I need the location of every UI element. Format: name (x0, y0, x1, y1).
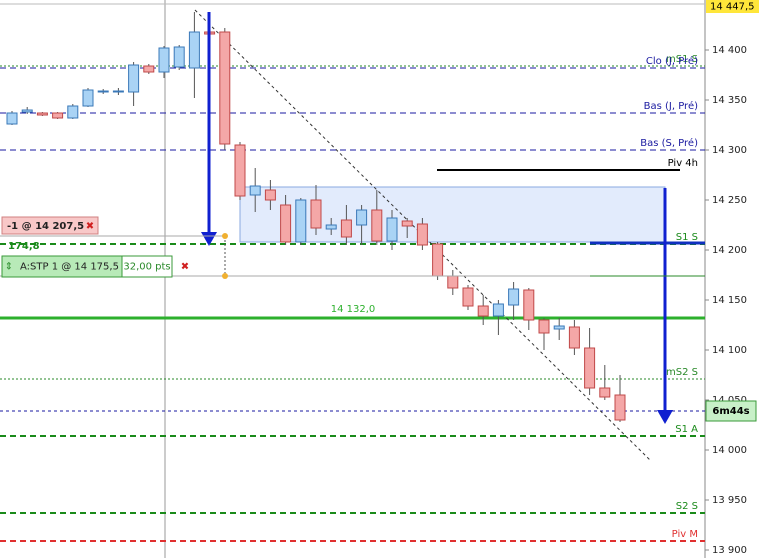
y-tick-label: 14 400 (712, 45, 747, 56)
timer: 6m44s (712, 406, 749, 417)
candle-body (477, 305, 489, 317)
candle-body (432, 243, 444, 277)
level-label: Piv M (672, 529, 698, 540)
candle-body (386, 217, 398, 242)
candle-body (371, 209, 383, 242)
candle-body (416, 223, 428, 246)
candle-body (173, 46, 185, 68)
candle-body (280, 204, 292, 243)
y-tick-label: 14 250 (712, 195, 747, 206)
order-box[interactable] (1, 216, 99, 235)
candle-body (462, 287, 474, 307)
candle-body (158, 47, 170, 73)
candle-body (97, 90, 109, 93)
order-label: -1 @ 14 207,5 (7, 221, 84, 232)
order-offset: 174,8 (8, 241, 40, 252)
candle-body (492, 303, 504, 317)
level-label: 14 132,0 (331, 304, 376, 315)
candle-body (128, 64, 140, 93)
candle-body (568, 326, 580, 349)
last-price-box (706, 0, 759, 13)
candle-body (264, 189, 276, 201)
arrow-head (657, 410, 673, 424)
y-tick-label: 14 350 (712, 95, 747, 106)
candle-body (614, 394, 626, 421)
level-label: Bas (J, Pré) (644, 100, 698, 112)
y-tick-label: 14 000 (712, 445, 747, 456)
candle-body (143, 65, 155, 73)
candle-body (52, 112, 64, 119)
candle-body (295, 199, 307, 243)
candle-body (249, 185, 261, 196)
level-label: S2 S (676, 501, 698, 512)
level-label: S1 A (675, 424, 698, 435)
candle-body (82, 89, 94, 107)
order-icon: ⇕ (5, 262, 13, 273)
y-tick-label: 14 300 (712, 145, 747, 156)
y-tick-label: 13 950 (712, 495, 747, 506)
order-cancel[interactable]: ✖ (181, 262, 189, 273)
candle-body (523, 289, 535, 321)
candle-body (310, 199, 322, 229)
candle-body (67, 105, 79, 119)
candle-body (447, 275, 459, 289)
candle-body (325, 224, 337, 230)
timer-box (705, 400, 757, 422)
level-label: Clo (J, Pré) (646, 55, 698, 67)
y-tick-label: 14 200 (712, 245, 747, 256)
level-label: mS2 S (666, 367, 698, 378)
order-handle[interactable] (222, 233, 228, 239)
candle-body (36, 112, 48, 116)
level-label: mS1 S (666, 54, 698, 65)
candle-body (112, 90, 124, 93)
y-tick-label: 14 100 (712, 345, 747, 356)
level-label: Bas (S, Pré) (640, 137, 698, 149)
candle-body (356, 209, 368, 226)
candle-body (538, 319, 550, 334)
order-distance: 32,00 pts (123, 262, 170, 273)
candle-body (401, 220, 413, 227)
y-tick-label: 13 900 (712, 545, 747, 556)
candle-body (219, 31, 231, 145)
candle-body (599, 387, 611, 398)
y-tick-label: 14 150 (712, 295, 747, 306)
candle-body (553, 325, 565, 330)
candle-body (188, 31, 200, 69)
candle-body (6, 112, 18, 125)
candle-body (234, 144, 246, 197)
candle-body (340, 219, 352, 238)
candle-body (21, 109, 33, 113)
order-distance-box (121, 255, 173, 278)
level-label: S1 S (676, 232, 698, 243)
order-cancel[interactable]: ✖ (86, 221, 94, 232)
order-handle[interactable] (222, 273, 228, 279)
candle-body (508, 288, 520, 306)
order-label: A:STP 1 @ 14 175,5 (20, 262, 119, 273)
level-label: Piv 4h (668, 158, 698, 169)
candle-body (584, 347, 596, 389)
last-price-label: 14 447,5 (710, 2, 755, 13)
